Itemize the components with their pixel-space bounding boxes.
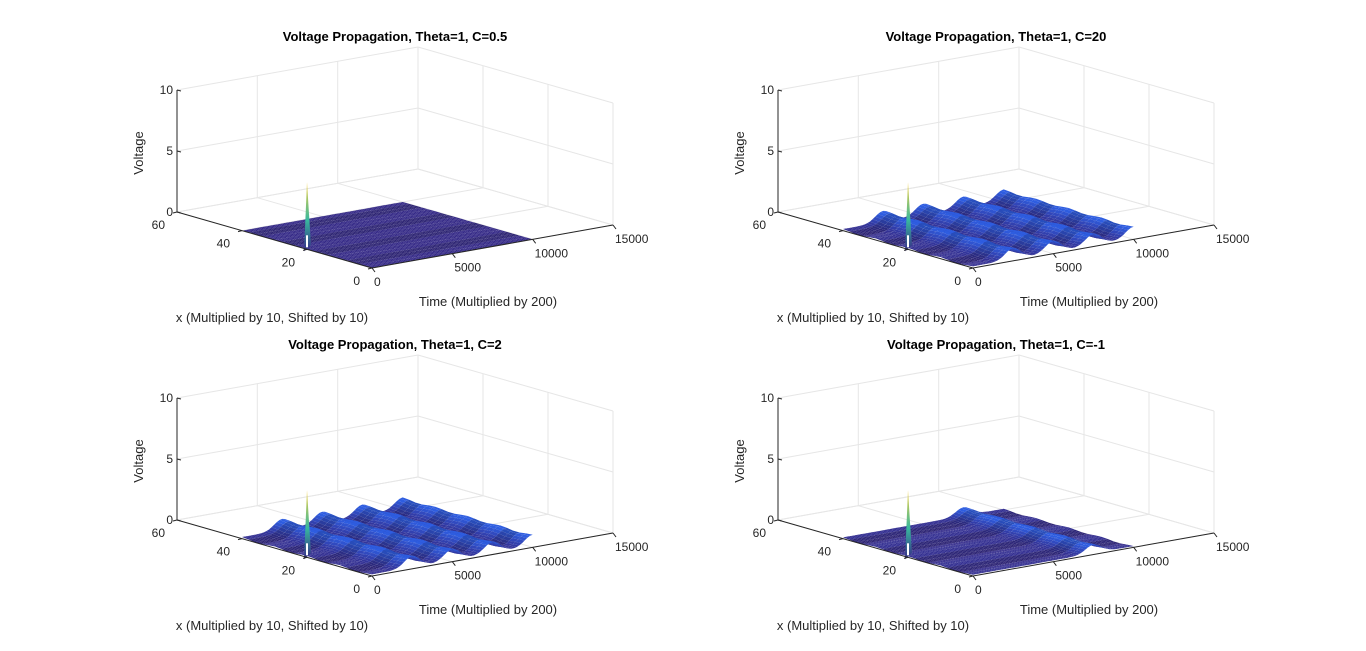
x-tick-label: 40 [818,237,832,251]
t-tick-label: 5000 [1055,261,1082,275]
t-tick-label: 15000 [615,232,649,246]
z-tick-label: 0 [166,205,173,219]
t-tick-label: 15000 [615,540,649,554]
pulse-spike [905,182,912,252]
t-tick-label: 10000 [1136,554,1170,568]
t-tick-label: 0 [374,583,381,597]
t-tick-label: 0 [374,275,381,289]
x-axis [777,519,974,577]
axes [773,89,1218,273]
z-tick-label: 0 [166,513,173,527]
surface [843,189,1134,267]
t-tick-label: 15000 [1216,232,1250,246]
x-tick-label: 20 [282,563,296,577]
z-tick-label: 10 [160,83,174,97]
t-tick-label: 10000 [535,554,569,568]
pulse-base [907,235,909,248]
t-tick-label: 5000 [1055,569,1082,583]
x-axis-label: x (Multiplied by 10, Shifted by 10) [777,310,969,325]
x-tick-label: 20 [282,255,296,269]
t-tick-label: 15000 [1216,540,1250,554]
x-tick-label: 0 [954,274,961,288]
t-axis-label: Time (Multiplied by 200) [1020,294,1158,309]
z-tick-label: 0 [767,513,774,527]
t-tick-label: 0 [975,275,982,289]
axes [773,397,1218,581]
x-axis-label: x (Multiplied by 10, Shifted by 10) [777,618,969,633]
chart-title: Voltage Propagation, Theta=1, C=-1 [887,337,1105,352]
x-tick-label: 60 [753,526,767,540]
z-tick-label: 5 [166,452,173,466]
t-axis-label: Time (Multiplied by 200) [419,602,557,617]
x-tick-label: 40 [217,237,231,251]
x-axis [176,519,373,577]
x-tick-label: 0 [353,274,360,288]
x-tick-label: 60 [753,218,767,232]
x-tick-label: 60 [152,526,166,540]
x-axis [777,211,974,269]
x-tick-label: 20 [883,563,897,577]
x-axis [176,211,373,269]
surface [242,497,533,575]
z-tick-label: 10 [761,83,775,97]
t-tick-label: 5000 [454,569,481,583]
t-axis-label: Time (Multiplied by 200) [1020,602,1158,617]
t-axis [972,532,1215,577]
z-tick-label: 0 [767,205,774,219]
pulse-spike [304,490,311,560]
t-axis [371,532,614,577]
z-tick-label: 5 [166,144,173,158]
x-tick-label: 60 [152,218,166,232]
axes [172,397,617,581]
pulse-base [306,235,308,248]
chart-title: Voltage Propagation, Theta=1, C=0.5 [283,29,507,44]
x-tick-label: 0 [353,582,360,596]
axes [172,89,617,273]
t-tick-label: 5000 [454,261,481,275]
z-tick-label: 5 [767,452,774,466]
t-axis-label: Time (Multiplied by 200) [419,294,557,309]
chart-title: Voltage Propagation, Theta=1, C=2 [288,337,502,352]
x-tick-label: 0 [954,582,961,596]
pulse-spike [304,182,311,252]
chart-title: Voltage Propagation, Theta=1, C=20 [886,29,1107,44]
z-tick-label: 10 [160,391,174,405]
z-tick-label: 10 [761,391,775,405]
z-axis-label: Voltage [131,131,146,174]
x-axis-label: x (Multiplied by 10, Shifted by 10) [176,310,368,325]
z-axis-label: Voltage [732,131,747,174]
t-tick-label: 10000 [535,246,569,260]
surface [843,507,1134,575]
z-tick-label: 5 [767,144,774,158]
x-axis-label: x (Multiplied by 10, Shifted by 10) [176,618,368,633]
t-tick-label: 10000 [1136,246,1170,260]
t-axis [972,224,1215,269]
x-tick-label: 40 [217,545,231,559]
z-axis-label: Voltage [131,439,146,482]
pulse-base [907,543,909,556]
pulse-base [306,543,308,556]
x-tick-label: 40 [818,545,832,559]
z-axis-label: Voltage [732,439,747,482]
pulse-spike [905,490,912,560]
x-tick-label: 20 [883,255,897,269]
t-tick-label: 0 [975,583,982,597]
t-axis [371,224,614,269]
